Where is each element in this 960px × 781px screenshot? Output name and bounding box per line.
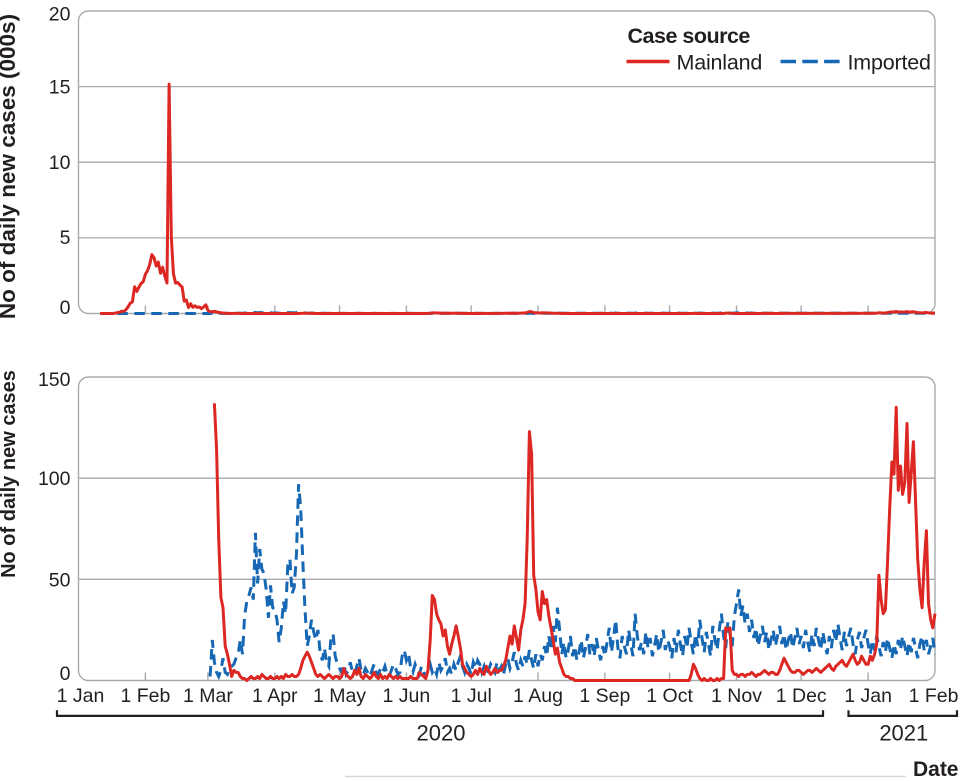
svg-text:15: 15 [49, 77, 71, 99]
svg-text:0: 0 [60, 663, 71, 685]
svg-text:5: 5 [60, 227, 71, 249]
svg-text:1 Sep: 1 Sep [579, 685, 630, 707]
svg-text:10: 10 [49, 152, 71, 174]
svg-text:2021: 2021 [879, 721, 928, 746]
svg-text:100: 100 [38, 468, 71, 490]
svg-text:1 Jun: 1 Jun [383, 685, 431, 707]
svg-text:1 Feb: 1 Feb [120, 685, 170, 707]
svg-text:50: 50 [49, 569, 71, 591]
svg-text:1 Nov: 1 Nov [711, 685, 762, 707]
svg-text:1 Jan: 1 Jan [844, 685, 892, 707]
svg-text:1 Oct: 1 Oct [646, 685, 693, 707]
svg-text:0: 0 [60, 297, 71, 319]
svg-text:1 Apr: 1 Apr [252, 685, 298, 707]
svg-text:No of daily new cases (000s): No of daily new cases (000s) [0, 14, 20, 319]
svg-text:Case source: Case source [628, 24, 751, 48]
svg-text:1 May: 1 May [313, 685, 366, 707]
svg-text:1 Aug: 1 Aug [513, 685, 563, 707]
svg-text:Imported: Imported [848, 51, 931, 75]
svg-text:No of daily new cases: No of daily new cases [0, 370, 20, 578]
svg-text:1 Mar: 1 Mar [183, 685, 233, 707]
svg-text:1 Feb: 1 Feb [909, 685, 959, 707]
svg-text:Mainland: Mainland [677, 51, 763, 75]
svg-text:1 Jan: 1 Jan [57, 685, 105, 707]
svg-text:Date: Date [913, 758, 959, 781]
svg-text:2020: 2020 [417, 721, 466, 746]
svg-text:1 Dec: 1 Dec [776, 685, 827, 707]
svg-text:1 Jul: 1 Jul [451, 685, 492, 707]
svg-text:150: 150 [38, 369, 71, 391]
svg-text:20: 20 [49, 4, 71, 26]
